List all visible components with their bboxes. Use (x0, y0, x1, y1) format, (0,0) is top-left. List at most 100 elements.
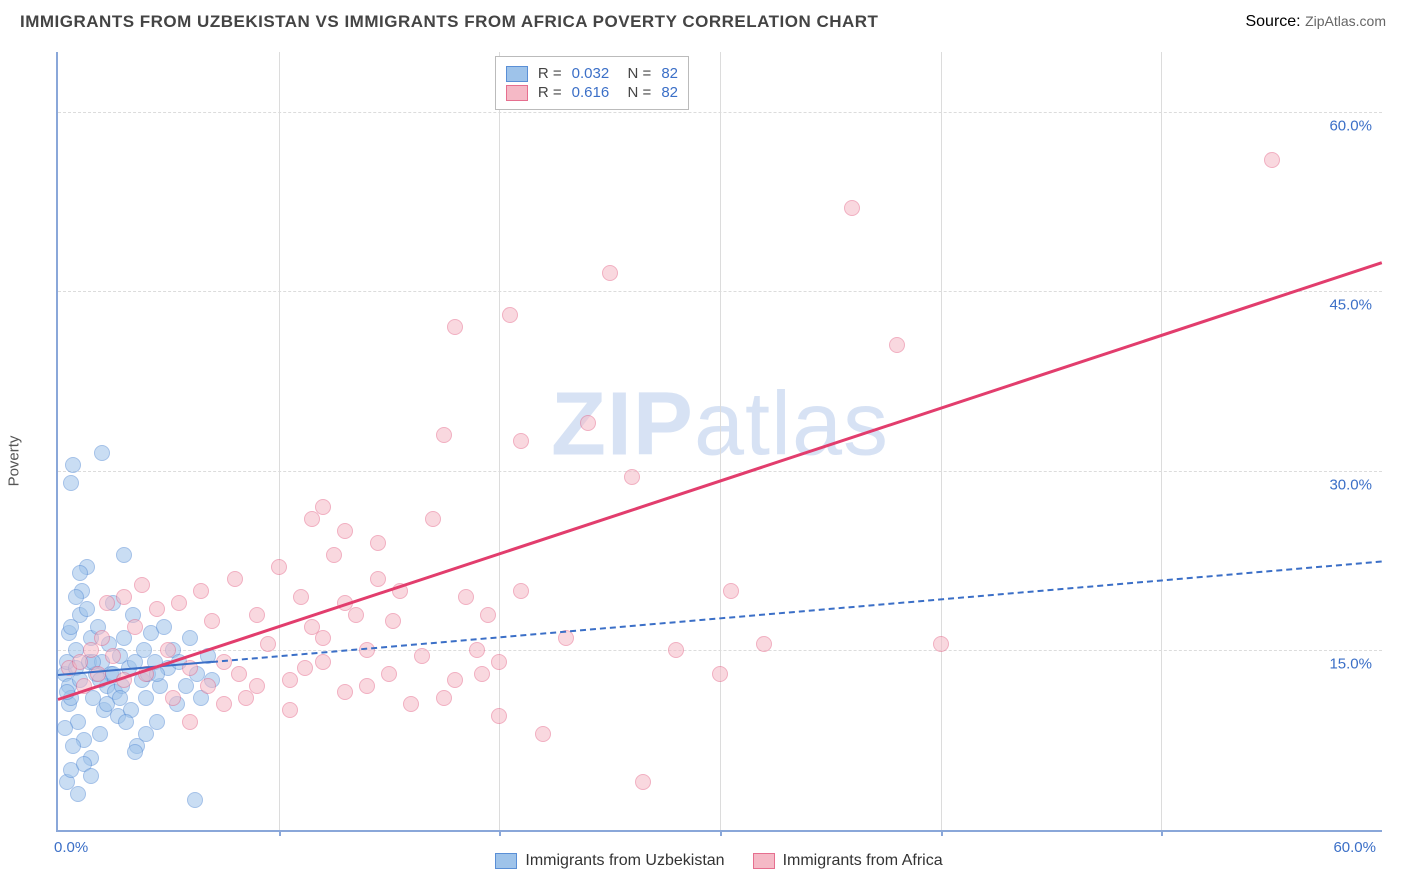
data-point-africa (297, 660, 313, 676)
x-tick (499, 830, 501, 836)
data-point-africa (502, 307, 518, 323)
data-point-uzbekistan (65, 457, 81, 473)
data-point-africa (425, 511, 441, 527)
legend-row-africa: R = 0.616 N = 82 (506, 84, 678, 101)
data-point-uzbekistan (118, 714, 134, 730)
data-point-africa (116, 589, 132, 605)
data-point-africa (160, 642, 176, 658)
data-point-africa (359, 678, 375, 694)
data-point-africa (271, 559, 287, 575)
data-point-africa (249, 678, 265, 694)
data-point-uzbekistan (70, 786, 86, 802)
data-point-uzbekistan (127, 744, 143, 760)
data-point-uzbekistan (63, 619, 79, 635)
data-point-africa (668, 642, 684, 658)
data-point-africa (513, 433, 529, 449)
data-point-africa (171, 595, 187, 611)
legend-bottom: Immigrants from Uzbekistan Immigrants fro… (56, 852, 1382, 870)
data-point-africa (491, 654, 507, 670)
x-tick (1161, 830, 1163, 836)
data-point-africa (337, 523, 353, 539)
legend-item-africa: Immigrants from Africa (753, 852, 943, 870)
data-point-africa (447, 319, 463, 335)
y-tick-label: 60.0% (1329, 117, 1372, 134)
data-point-africa (756, 636, 772, 652)
data-point-africa (844, 200, 860, 216)
data-point-africa (381, 666, 397, 682)
trend-line (212, 561, 1382, 663)
watermark-part1: ZIP (551, 375, 694, 475)
data-point-africa (337, 684, 353, 700)
data-point-africa (134, 577, 150, 593)
x-tick (279, 830, 281, 836)
data-point-africa (260, 636, 276, 652)
data-point-africa (723, 583, 739, 599)
data-point-africa (326, 547, 342, 563)
legend-swatch (495, 853, 517, 869)
gridline-v (941, 52, 942, 830)
gridline-v (1161, 52, 1162, 830)
data-point-africa (315, 499, 331, 515)
data-point-africa (712, 666, 728, 682)
data-point-uzbekistan (94, 445, 110, 461)
plot-area: ZIPatlas 0.0% 60.0% 15.0%30.0%45.0%60.0%… (56, 52, 1382, 832)
data-point-uzbekistan (182, 630, 198, 646)
data-point-africa (474, 666, 490, 682)
chart-container: Poverty ZIPatlas 0.0% 60.0% 15.0%30.0%45… (14, 44, 1392, 878)
data-point-africa (889, 337, 905, 353)
data-point-africa (94, 630, 110, 646)
data-point-africa (282, 672, 298, 688)
legend-label: Immigrants from Uzbekistan (525, 852, 724, 870)
legend-correlation-box: R = 0.032 N = 82 R = 0.616 N = 82 (495, 56, 689, 110)
data-point-africa (200, 678, 216, 694)
data-point-africa (293, 589, 309, 605)
data-point-africa (105, 648, 121, 664)
data-point-africa (99, 595, 115, 611)
data-point-uzbekistan (112, 690, 128, 706)
legend-r-label: R = (538, 65, 562, 82)
data-point-africa (370, 571, 386, 587)
data-point-africa (635, 774, 651, 790)
data-point-uzbekistan (79, 601, 95, 617)
data-point-africa (227, 571, 243, 587)
data-point-uzbekistan (156, 619, 172, 635)
data-point-africa (403, 696, 419, 712)
data-point-africa (315, 654, 331, 670)
data-point-africa (513, 583, 529, 599)
data-point-africa (535, 726, 551, 742)
source-name: ZipAtlas.com (1305, 13, 1386, 29)
data-point-africa (216, 696, 232, 712)
data-point-africa (480, 607, 496, 623)
data-point-africa (204, 613, 220, 629)
source-label: Source: (1245, 13, 1305, 30)
data-point-uzbekistan (138, 690, 154, 706)
data-point-africa (149, 601, 165, 617)
data-point-africa (491, 708, 507, 724)
gridline-v (279, 52, 280, 830)
legend-n-label: N = (619, 84, 651, 101)
data-point-africa (165, 690, 181, 706)
watermark-part2: atlas (694, 375, 889, 475)
legend-swatch (506, 66, 528, 82)
y-tick-label: 15.0% (1329, 656, 1372, 673)
data-point-africa (447, 672, 463, 688)
legend-r-value: 0.032 (572, 65, 610, 82)
gridline-v (720, 52, 721, 830)
x-tick (941, 830, 943, 836)
legend-r-value: 0.616 (572, 84, 610, 101)
data-point-uzbekistan (138, 726, 154, 742)
data-point-uzbekistan (116, 547, 132, 563)
data-point-uzbekistan (92, 726, 108, 742)
data-point-uzbekistan (57, 720, 73, 736)
legend-swatch (506, 85, 528, 101)
source-attribution: Source: ZipAtlas.com (1245, 13, 1386, 31)
legend-item-uzbekistan: Immigrants from Uzbekistan (495, 852, 724, 870)
data-point-africa (1264, 152, 1280, 168)
data-point-africa (933, 636, 949, 652)
data-point-africa (370, 535, 386, 551)
data-point-africa (249, 607, 265, 623)
data-point-africa (231, 666, 247, 682)
data-point-africa (624, 469, 640, 485)
legend-n-label: N = (619, 65, 651, 82)
legend-row-uzbekistan: R = 0.032 N = 82 (506, 65, 678, 82)
